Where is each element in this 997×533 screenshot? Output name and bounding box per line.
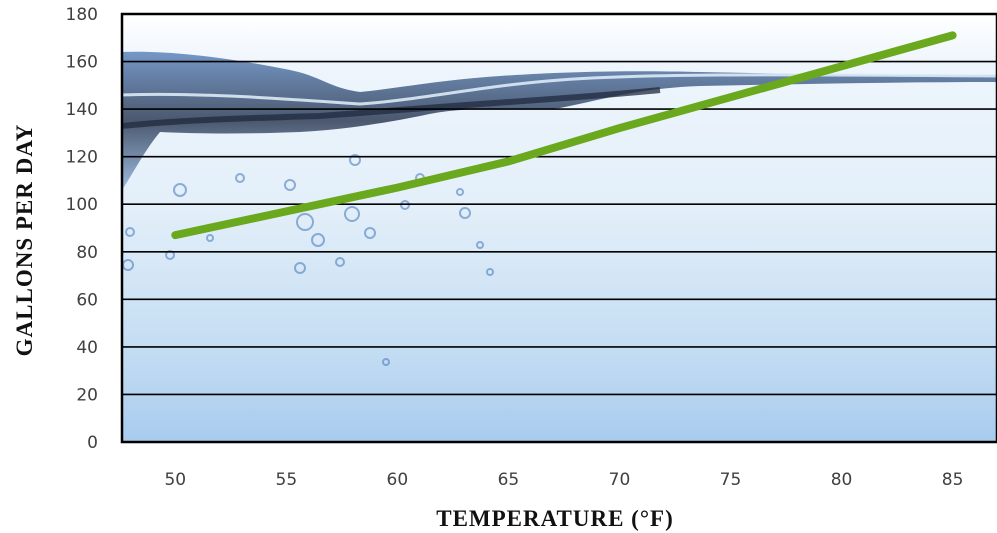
x-tick-label: 60 [387, 470, 409, 490]
x-axis-ticks: 50 55 60 65 70 75 80 85 [164, 470, 963, 490]
plot-frame [120, 12, 997, 444]
y-tick-label: 180 [66, 5, 98, 25]
y-tick-label: 40 [76, 338, 98, 358]
y-tick-label: 120 [66, 148, 98, 168]
plot-background-water [121, 14, 997, 442]
y-tick-label: 0 [87, 433, 98, 453]
y-axis-title: GALLONS PER DAY [12, 124, 37, 357]
y-tick-label: 20 [76, 385, 98, 405]
x-tick-label: 75 [720, 470, 742, 490]
y-tick-label: 80 [76, 243, 98, 263]
x-tick-label: 55 [276, 470, 298, 490]
x-tick-label: 50 [164, 470, 186, 490]
y-tick-label: 60 [76, 290, 98, 310]
y-tick-label: 160 [66, 53, 98, 73]
y-axis-ticks: 0 20 40 60 80 100 120 140 160 180 [66, 5, 98, 453]
y-tick-label: 100 [66, 195, 98, 215]
x-tick-label: 80 [831, 470, 853, 490]
series-line-0 [171, 31, 957, 240]
x-tick-label: 70 [609, 470, 631, 490]
x-tick-label: 65 [498, 470, 520, 490]
x-axis-title: TEMPERATURE (°F) [436, 506, 674, 531]
x-tick-label: 85 [942, 470, 964, 490]
y-tick-label: 140 [66, 100, 98, 120]
series-group [171, 31, 957, 240]
